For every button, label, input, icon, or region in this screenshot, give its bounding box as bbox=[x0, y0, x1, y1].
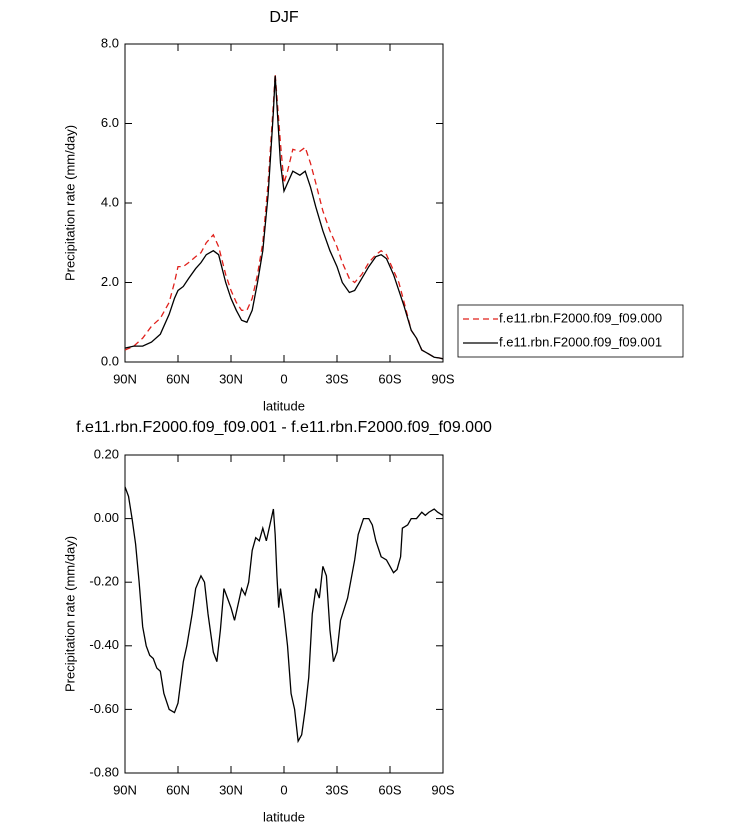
chart-title: DJF bbox=[269, 9, 299, 26]
data-line bbox=[124, 75, 444, 360]
y-tick-label: 2.0 bbox=[101, 274, 119, 289]
x-tick-label: 60N bbox=[166, 782, 190, 797]
y-tick-label: 0.20 bbox=[94, 446, 119, 461]
data-line bbox=[124, 486, 444, 744]
x-tick-label: 90N bbox=[113, 782, 137, 797]
y-tick-label: -0.60 bbox=[89, 701, 119, 716]
x-tick-label: 30S bbox=[325, 782, 348, 797]
data-line bbox=[124, 73, 444, 360]
x-tick-label: 30N bbox=[219, 782, 243, 797]
legend-label: f.e11.rbn.F2000.f09_f09.000 bbox=[499, 310, 662, 325]
plot-frame bbox=[124, 43, 444, 363]
x-tick-label: 90S bbox=[431, 371, 454, 386]
x-tick-label: 60S bbox=[378, 371, 401, 386]
x-tick-label: 60N bbox=[166, 371, 190, 386]
x-axis-label: latitude bbox=[263, 398, 305, 413]
x-tick-label: 90N bbox=[113, 371, 137, 386]
y-axis-label: Precipitation rate (mm/day) bbox=[62, 125, 77, 281]
y-axis-label: Precipitation rate (mm/day) bbox=[62, 536, 77, 692]
y-tick-label: 0.0 bbox=[101, 353, 119, 368]
legend-box bbox=[457, 304, 684, 358]
x-axis-label: latitude bbox=[263, 809, 305, 824]
x-tick-label: 0 bbox=[280, 782, 287, 797]
y-tick-label: 8.0 bbox=[101, 35, 119, 50]
y-tick-label: 4.0 bbox=[101, 194, 119, 209]
x-tick-label: 90S bbox=[431, 782, 454, 797]
y-tick-label: 0.00 bbox=[94, 510, 119, 525]
x-tick-label: 60S bbox=[378, 782, 401, 797]
y-tick-label: -0.40 bbox=[89, 637, 119, 652]
y-tick-label: -0.20 bbox=[89, 574, 119, 589]
y-tick-label: -0.80 bbox=[89, 764, 119, 779]
chart-title: f.e11.rbn.F2000.f09_f09.001 - f.e11.rbn.… bbox=[76, 419, 492, 436]
x-tick-label: 0 bbox=[280, 371, 287, 386]
y-tick-label: 6.0 bbox=[101, 115, 119, 130]
legend-label: f.e11.rbn.F2000.f09_f09.001 bbox=[499, 334, 662, 349]
x-tick-label: 30S bbox=[325, 371, 348, 386]
x-tick-label: 30N bbox=[219, 371, 243, 386]
